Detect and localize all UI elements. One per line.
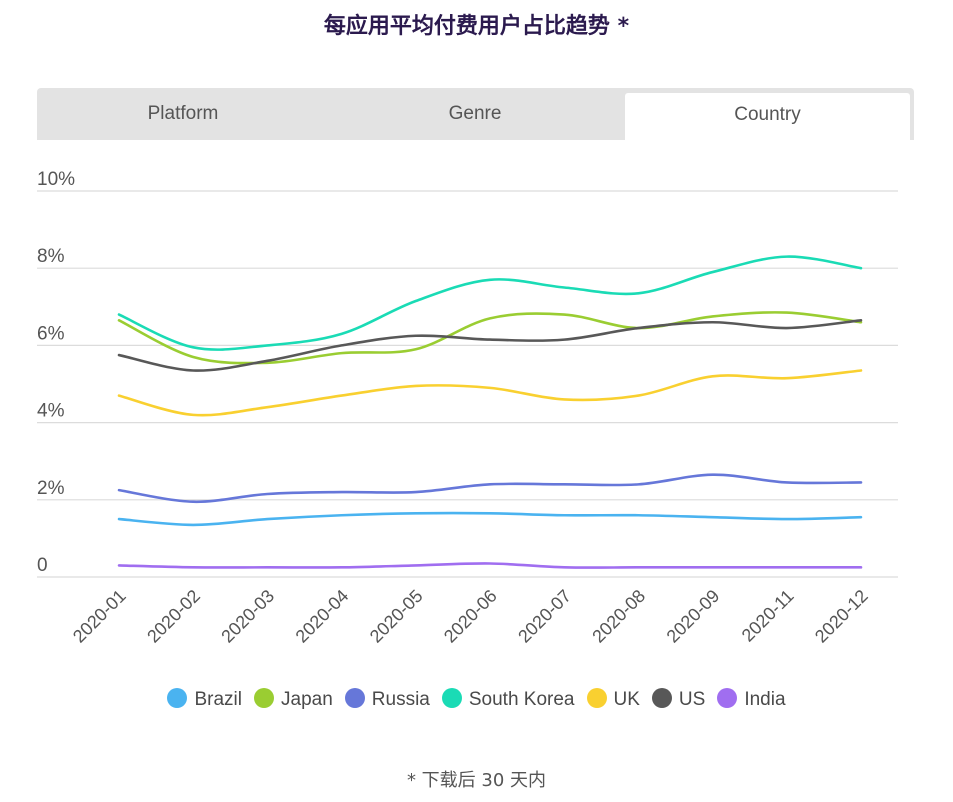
tab-country[interactable]: Country bbox=[625, 93, 910, 140]
x-tick-label: 2020-07 bbox=[514, 586, 575, 647]
legend-swatch bbox=[586, 688, 607, 708]
y-axis-ticks: 0 2% 4% 6% 8% 10% bbox=[37, 169, 75, 576]
legend-swatch bbox=[254, 688, 274, 708]
legend-item-uk[interactable]: UK bbox=[586, 688, 640, 711]
legend-label: Russia bbox=[371, 689, 430, 710]
series-line-japan bbox=[117, 311, 863, 365]
legend-item-japan[interactable]: Japan bbox=[254, 688, 333, 711]
series-line-brazil bbox=[117, 511, 863, 527]
legend-label: South Korea bbox=[468, 689, 575, 710]
y-tick-label: 4% bbox=[37, 401, 65, 422]
series-line-south-korea bbox=[117, 255, 863, 351]
chart-title: 每应用平均付费用户占比趋势 * bbox=[323, 14, 630, 39]
x-tick-label: 2020-05 bbox=[366, 586, 427, 647]
line-chart: 02%4%6%8%10% 2020-01 2020-02 2020-03 2020-0… bbox=[37, 169, 898, 647]
legend-swatch bbox=[651, 688, 672, 708]
tab-genre[interactable]: Genre bbox=[448, 103, 502, 124]
legend-swatch bbox=[441, 688, 462, 708]
y-tick-label: 0 bbox=[37, 555, 48, 576]
legend-label: Brazil bbox=[194, 689, 242, 710]
x-tick-label: 2020-08 bbox=[588, 586, 649, 647]
x-tick-label: 2020-03 bbox=[217, 586, 278, 647]
series-line-us bbox=[117, 319, 863, 372]
x-tick-label: 2020-06 bbox=[440, 586, 501, 647]
legend-item-russia[interactable]: Russia bbox=[344, 688, 430, 711]
legend-label: Japan bbox=[281, 689, 333, 710]
y-tick-label: 8% bbox=[37, 246, 65, 267]
legend: Brazil Japan Russia South Korea UK US India bbox=[0, 688, 953, 711]
x-tick-label: 2020-11 bbox=[738, 586, 798, 646]
legend-item-us[interactable]: US bbox=[651, 688, 706, 711]
x-tick-label: 2020-12 bbox=[811, 586, 872, 647]
legend-item-south-korea[interactable]: South Korea bbox=[441, 688, 575, 711]
x-tick-label: 2020-09 bbox=[663, 586, 724, 647]
series-lines bbox=[117, 255, 863, 569]
legend-swatch bbox=[167, 688, 188, 708]
x-tick-label: 2020-02 bbox=[143, 586, 204, 647]
x-tick-label: 2020-04 bbox=[292, 586, 353, 647]
legend-label: US bbox=[678, 689, 706, 710]
y-tick-label: 2% bbox=[37, 478, 65, 499]
legend-swatch bbox=[344, 688, 365, 708]
x-axis-ticks: 2020-01 2020-02 2020-03 2020-04 2020-05 2020-… bbox=[69, 586, 872, 647]
legend-swatch bbox=[717, 688, 738, 708]
series-line-uk bbox=[117, 369, 863, 417]
legend-item-india[interactable]: India bbox=[717, 688, 786, 711]
legend-label: UK bbox=[613, 689, 640, 710]
tab-bar: Platform Genre Country bbox=[37, 88, 914, 140]
x-tick-label: 2020-01 bbox=[69, 586, 130, 647]
legend-item-brazil[interactable]: Brazil bbox=[167, 688, 242, 711]
y-tick-label: 10% bbox=[37, 169, 75, 190]
tab-platform[interactable]: Platform bbox=[147, 103, 219, 124]
footnote: * 下载后 30 天内 bbox=[406, 770, 547, 791]
series-line-india bbox=[117, 562, 863, 569]
legend-label: India bbox=[744, 689, 786, 710]
y-tick-label: 6% bbox=[37, 323, 65, 344]
series-line-russia bbox=[117, 473, 863, 504]
